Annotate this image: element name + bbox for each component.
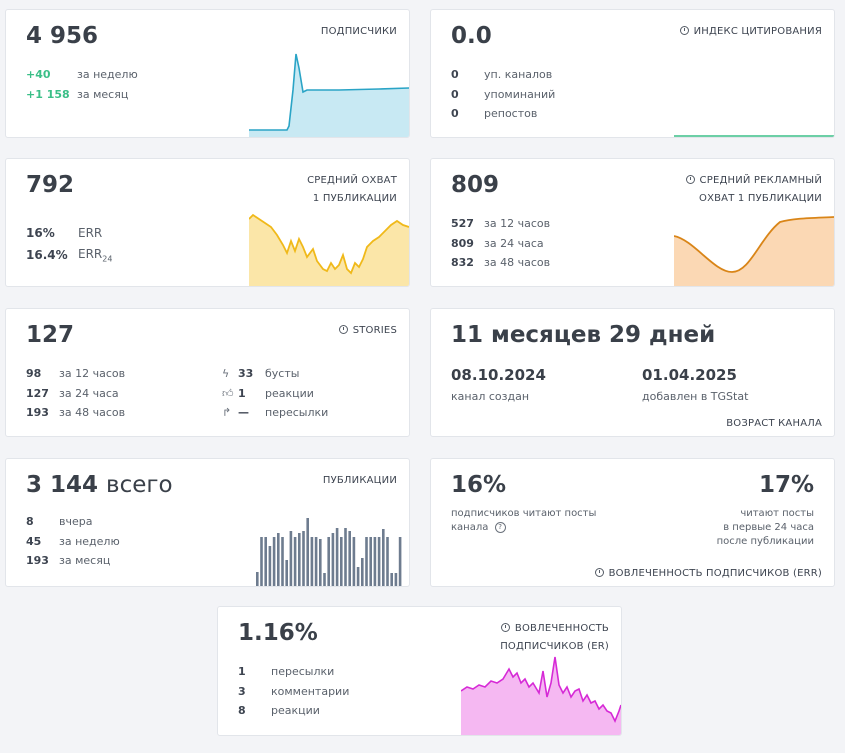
subscribers-count: 4 956 (26, 23, 99, 49)
created-date: 08.10.2024 (451, 366, 546, 384)
er-label: ВОВЛЕЧЕННОСТЬ ПОДПИСЧИКОВ (ER) (500, 623, 609, 652)
avg-reach-sparkline (249, 213, 409, 286)
avg-reach-value: 792 (26, 172, 75, 198)
citation-sparkline (674, 135, 834, 137)
ad-reach-stats: 527 за 12 часов 809 за 24 часа 832 за 48 ча… (451, 217, 551, 270)
share-arrow-icon: ↱ (222, 406, 232, 420)
channel-age-card[interactable]: 11 месяцев 29 дней 08.10.2024 канал созд… (430, 308, 835, 437)
publications-label: ПУБЛИКАЦИИ (322, 475, 397, 486)
created-label: канал создан (451, 390, 530, 403)
err-label: ВОВЛЕЧЕННОСТЬ ПОДПИСЧИКОВ (ERR) (594, 565, 822, 583)
added-label: добавлен в TGStat (642, 390, 749, 403)
citation-index-card[interactable]: 0.0 ИНДЕКС ЦИТИРОВАНИЯ 0 уп. каналов 0 упо… (430, 9, 835, 138)
err-card[interactable]: 16% подписчиков читают посты канала ? 17… (430, 458, 835, 587)
citation-index-label: ИНДЕКС ЦИТИРОВАНИЯ (679, 23, 822, 41)
channel-age-value: 11 месяцев 29 дней (451, 322, 716, 348)
clock-icon (685, 175, 695, 184)
ad-reach-card[interactable]: 809 СРЕДНИЙ РЕКЛАМНЫЙ ОХВАТ 1 ПУБЛИКАЦИИ … (430, 158, 835, 287)
help-icon[interactable]: ? (494, 521, 506, 533)
avg-reach-stats: 16% ERR 16.4% ERR24 (26, 226, 113, 264)
subscribers-label: ПОДПИСЧИКИ (320, 26, 397, 37)
citation-index-value: 0.0 (451, 23, 492, 49)
stories-engagement-stats: ϟ 33 бусты 👍︎ 1 реакции ↱ — пересылки (222, 367, 329, 420)
avg-reach-label: СРЕДНИЙ ОХВАТ 1 ПУБЛИКАЦИИ (307, 175, 397, 204)
ad-reach-label: СРЕДНИЙ РЕКЛАМНЫЙ ОХВАТ 1 ПУБЛИКАЦИИ (685, 172, 822, 208)
publications-value: 3 144 всего (26, 472, 173, 498)
subscribers-stats: +40 за неделю +1 158 за месяц (26, 68, 138, 101)
publications-card[interactable]: 3 144 всего ПУБЛИКАЦИИ 8 вчера 45 за недел… (5, 458, 410, 587)
thumbs-up-icon: 👍︎ (222, 386, 234, 400)
er-sparkline (461, 656, 621, 735)
subscribers-sparkline (249, 53, 409, 137)
err-left-value: 16% (451, 472, 507, 498)
stories-card[interactable]: 127 STORIES 98 за 12 часов 127 за 24 часа … (5, 308, 410, 437)
publications-bar-chart (256, 518, 402, 586)
channel-age-label: ВОЗРАСТ КАНАЛА (726, 418, 822, 429)
citation-stats: 0 уп. каналов 0 упоминаний 0 репостов (451, 68, 556, 121)
stories-value: 127 (26, 322, 75, 348)
err-right-value: 17% (758, 472, 814, 498)
clock-icon (500, 623, 510, 632)
clock-icon (338, 325, 348, 334)
er-stats: 1 пересылки 3 комментарии 8 реакции (238, 665, 350, 718)
clock-icon (594, 568, 604, 577)
added-date: 01.04.2025 (642, 366, 737, 384)
er-value: 1.16% (238, 620, 318, 646)
er-card[interactable]: 1.16% ВОВЛЕЧЕННОСТЬ ПОДПИСЧИКОВ (ER) 1 пер… (217, 606, 622, 736)
stories-views-stats: 98 за 12 часов 127 за 24 часа 193 за 48 час… (26, 367, 126, 420)
err-right-text: читают посты в первые 24 часа после публ… (716, 508, 814, 547)
ad-reach-sparkline (674, 216, 834, 286)
avg-reach-card[interactable]: 792 СРЕДНИЙ ОХВАТ 1 ПУБЛИКАЦИИ 16% ERR 16.… (5, 158, 410, 287)
ad-reach-value: 809 (451, 172, 500, 198)
publications-stats: 8 вчера 45 за неделю 193 за месяц (26, 515, 120, 568)
clock-icon (679, 26, 689, 35)
subscribers-card[interactable]: 4 956 ПОДПИСЧИКИ +40 за неделю +1 158 за м… (5, 9, 410, 138)
err-left-text: подписчиков читают посты канала ? (451, 508, 597, 533)
lightning-icon: ϟ (222, 367, 230, 381)
stories-label: STORIES (338, 322, 397, 340)
